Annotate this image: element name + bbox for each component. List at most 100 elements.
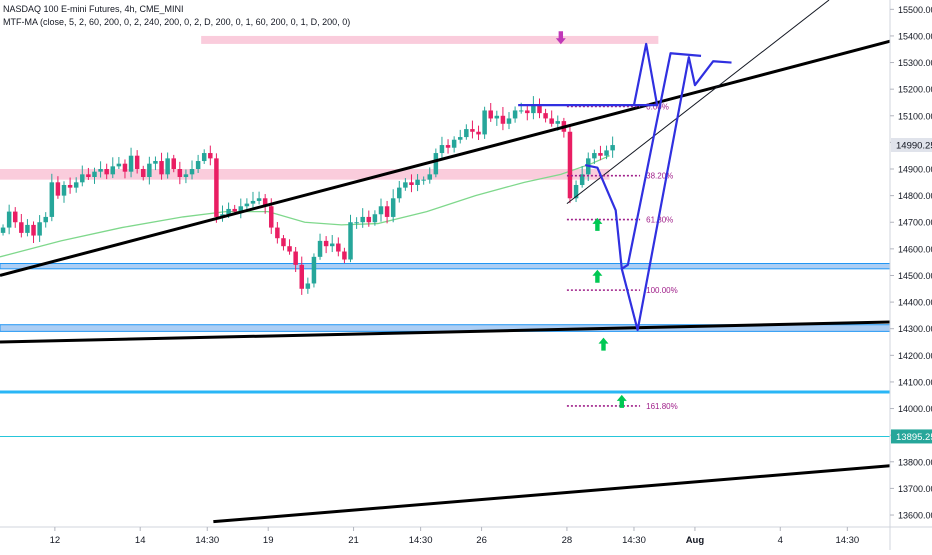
time-tick-label: 14:30	[409, 535, 433, 546]
fib-layer: 0.00% 38.20% 61.80% 100.00% 161.80%	[566, 102, 678, 411]
candle	[214, 158, 219, 217]
trendline-thin	[566, 0, 830, 205]
price-tick-label: 14100.00	[898, 377, 932, 387]
supply-zone-top	[201, 35, 659, 44]
candle	[165, 158, 170, 175]
candle	[531, 105, 536, 114]
candle	[457, 137, 463, 140]
candle	[195, 161, 201, 170]
moving-average-line	[0, 155, 610, 258]
candle	[19, 222, 24, 233]
price-tick-label: 14500.00	[898, 271, 932, 281]
time-tick-label: 21	[348, 535, 359, 546]
candle	[250, 200, 256, 204]
candle	[171, 158, 176, 170]
candle	[500, 115, 506, 124]
candle	[604, 150, 609, 156]
time-axis-background	[0, 527, 932, 550]
candle	[415, 179, 420, 185]
candle	[43, 216, 48, 223]
candle	[159, 161, 164, 175]
candle	[153, 161, 158, 164]
candle	[238, 206, 244, 212]
candle	[262, 198, 268, 207]
candle	[116, 163, 122, 167]
price-tick-label: 13700.00	[898, 484, 932, 494]
price-tick-label: 15200.00	[898, 85, 932, 95]
fib-level-label: 100.00%	[646, 286, 678, 295]
candle	[67, 184, 73, 188]
candle	[397, 187, 402, 199]
candle	[287, 246, 292, 252]
arrow-up-icon	[616, 394, 627, 408]
resistance-zone	[0, 169, 610, 180]
candle	[488, 110, 493, 119]
trendline-bottom	[213, 464, 891, 524]
time-tick-label: 12	[50, 535, 61, 546]
candle	[342, 251, 347, 260]
price-tick-label: 14300.00	[898, 324, 932, 334]
candle	[336, 243, 341, 252]
candle	[439, 145, 445, 154]
candle	[433, 153, 439, 175]
price-tick-label: 14900.00	[898, 165, 932, 175]
candle	[0, 227, 6, 233]
candle	[476, 131, 481, 135]
trendline-lower	[0, 320, 891, 344]
candle	[12, 211, 18, 223]
candle	[409, 182, 414, 185]
time-tick-label: 4	[778, 535, 783, 546]
candle	[506, 118, 512, 124]
candle	[470, 129, 475, 132]
price-tick-label: 13600.00	[898, 511, 932, 521]
candle	[128, 155, 134, 172]
price-label-box	[891, 429, 932, 444]
trendlines-layer	[0, 0, 891, 524]
price-tick-label: 15100.00	[898, 111, 932, 121]
candle	[610, 145, 615, 151]
candle	[464, 129, 469, 138]
candle	[543, 113, 548, 119]
candle	[592, 153, 597, 159]
candle	[104, 169, 109, 175]
candle	[579, 174, 585, 185]
candle	[25, 224, 30, 233]
price-label-box	[891, 137, 932, 152]
candle	[573, 184, 579, 199]
price-tick-label: 14400.00	[898, 298, 932, 308]
candle	[6, 211, 12, 228]
candle	[49, 182, 55, 217]
price-label-text: 14990.25	[896, 140, 932, 151]
trendline-main	[0, 39, 891, 277]
candle	[372, 214, 378, 223]
candle	[201, 153, 207, 162]
candle	[555, 121, 561, 124]
candle	[537, 105, 542, 114]
price-tick-label: 15400.00	[898, 31, 932, 41]
candle	[354, 222, 359, 224]
time-tick-label: 26	[476, 535, 487, 546]
candle	[208, 153, 213, 159]
candle	[427, 174, 433, 180]
support-zone-14500	[0, 263, 891, 270]
indicator-legend: MTF-MA (close, 5, 2, 60, 200, 0, 2, 240,…	[3, 17, 351, 27]
price-label-text: 13895.25	[896, 432, 932, 443]
candle	[323, 240, 329, 247]
arrow-up-icon	[592, 217, 603, 231]
candle	[98, 169, 103, 172]
price-axis-background	[890, 0, 932, 550]
candle	[183, 174, 189, 177]
candle	[232, 208, 237, 212]
candle	[494, 115, 500, 119]
candle	[293, 251, 298, 265]
candle	[110, 166, 116, 175]
price-tick-label: 13800.00	[898, 457, 932, 467]
candle	[299, 264, 304, 289]
projection-path	[620, 56, 732, 332]
candle	[31, 224, 36, 236]
fib-level-label: 0.00%	[646, 102, 669, 111]
candle	[378, 206, 384, 215]
arrows-layer	[555, 31, 627, 408]
